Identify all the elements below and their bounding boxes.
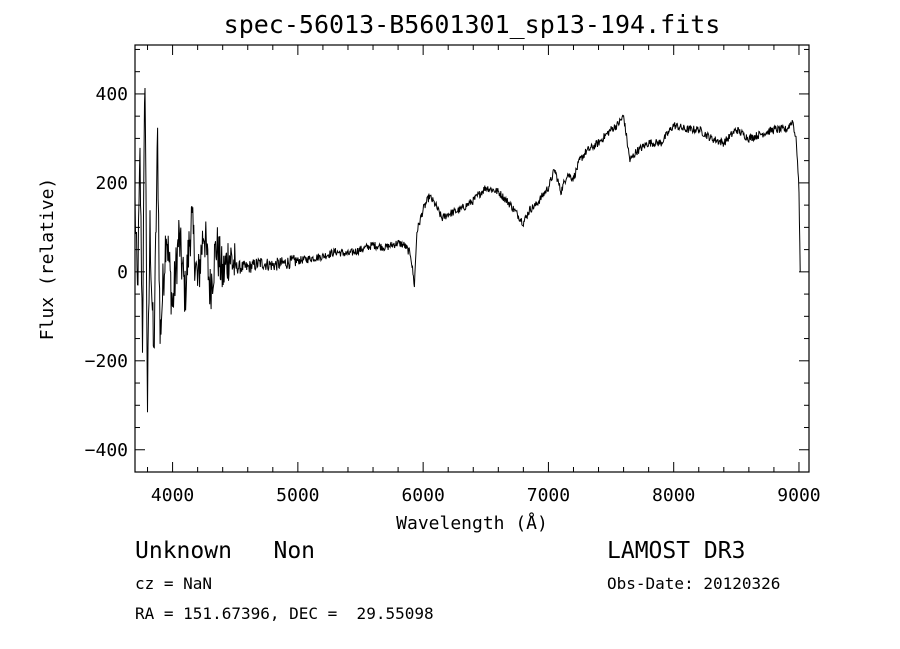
observation-date: Obs-Date: 20120326 <box>607 574 781 593</box>
y-tick-label: −200 <box>85 351 128 372</box>
x-tick-label: 4000 <box>151 485 194 506</box>
x-tick-label: 6000 <box>401 485 444 506</box>
spectrum-line <box>134 87 801 413</box>
x-tick-label: 9000 <box>777 485 820 506</box>
y-tick-label: −400 <box>85 440 128 461</box>
axis-ticks <box>135 45 809 472</box>
x-axis-label: Wavelength (Å) <box>396 512 548 534</box>
axis-tick-labels: 4000 5000 6000 7000 8000 9000 −400 −200 0 200 400 <box>85 84 821 506</box>
chart-title: spec-56013-B5601301_sp13-194.fits <box>224 10 721 39</box>
x-tick-label: 5000 <box>276 485 319 506</box>
y-tick-label: 0 <box>117 262 128 283</box>
x-tick-label: 8000 <box>652 485 695 506</box>
x-tick-label: 7000 <box>527 485 570 506</box>
survey-name: LAMOST DR3 <box>607 538 746 564</box>
redshift-cz: cz = NaN <box>135 574 213 593</box>
y-tick-label: 200 <box>95 173 128 194</box>
plot-frame <box>134 44 810 473</box>
object-class: Unknown Non <box>135 538 316 564</box>
y-axis-label: Flux (relative) <box>37 178 58 341</box>
y-tick-label: 400 <box>95 84 128 105</box>
sky-position: RA = 151.67396, DEC = 29.55098 <box>135 604 434 623</box>
